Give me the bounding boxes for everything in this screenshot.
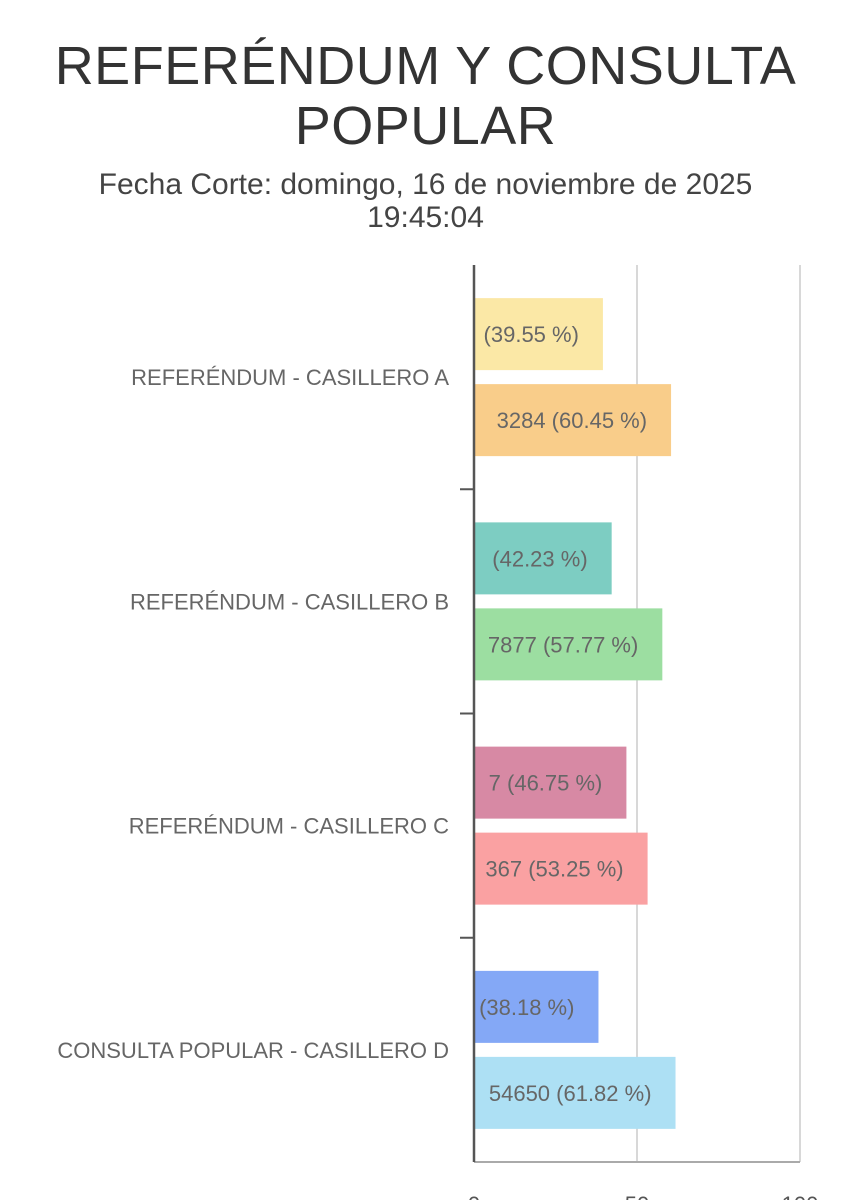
category-label: REFERÉNDUM - CASILLERO A: [131, 365, 449, 390]
page-title: REFERÉNDUM Y CONSULTA POPULAR: [0, 36, 851, 156]
bar[interactable]: [474, 298, 603, 371]
bar-label: 7877 (57.77 %): [488, 632, 638, 657]
title-line-2: POPULAR: [294, 96, 557, 156]
x-tick-label: 100: [782, 1192, 819, 1200]
bar-label: 7 (46.75 %): [489, 771, 603, 796]
bar[interactable]: [474, 970, 599, 1043]
axes: [460, 265, 800, 1163]
page-subtitle: Fecha Corte: domingo, 16 de noviembre de…: [0, 168, 851, 234]
subtitle-line-1: Fecha Corte: domingo, 16 de noviembre de…: [98, 168, 753, 201]
bar-label: (38.18 %): [479, 995, 574, 1020]
x-tick-labels: 0 50 100: [468, 1192, 818, 1200]
bar[interactable]: [474, 384, 672, 457]
subtitle-line-2: 19:45:04: [367, 201, 484, 234]
category-label: REFERÉNDUM - CASILLERO B: [130, 589, 449, 614]
bar-label: (39.55 %): [484, 322, 579, 347]
category-labels: REFERÉNDUM - CASILLERO A REFERÉNDUM - CAS…: [57, 365, 449, 1063]
category-label: REFERÉNDUM - CASILLERO C: [129, 814, 449, 839]
bar-label: (42.23 %): [492, 546, 587, 571]
category-label: CONSULTA POPULAR - CASILLERO D: [57, 1038, 449, 1063]
bar-label: 367 (53.25 %): [485, 857, 623, 882]
bar-labels: (39.55 %) 3284 (60.45 %) (42.23 %) 7877 (57…: [479, 322, 651, 1106]
bar[interactable]: [474, 1056, 676, 1129]
bar[interactable]: [474, 832, 648, 905]
bars: [474, 298, 676, 1129]
x-tick-label: 0: [468, 1192, 480, 1200]
bar-label: 3284 (60.45 %): [497, 408, 647, 433]
bar[interactable]: [474, 746, 627, 819]
bar[interactable]: [474, 522, 612, 595]
bar-label: 54650 (61.82 %): [489, 1081, 652, 1106]
title-line-1: REFERÉNDUM Y CONSULTA: [54, 36, 797, 96]
bar[interactable]: [474, 608, 663, 681]
x-tick-label: 50: [625, 1192, 649, 1200]
